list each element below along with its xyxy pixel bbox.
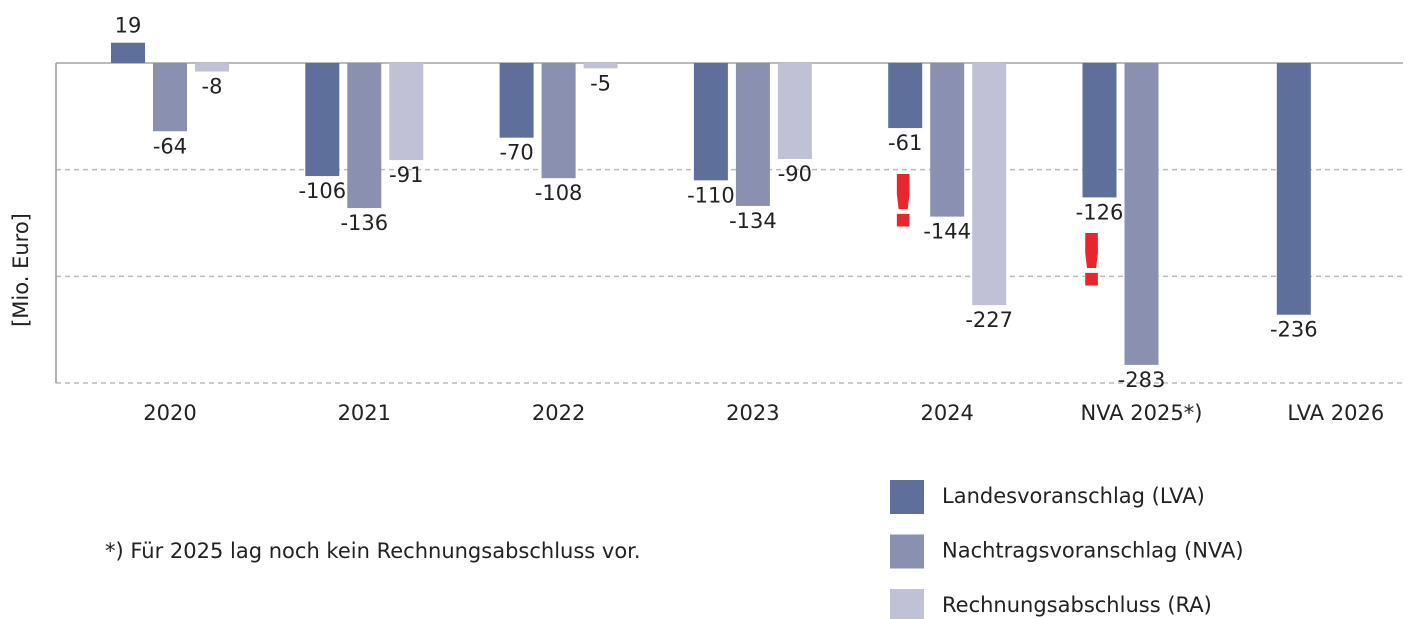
- data-label: -227: [965, 308, 1013, 332]
- bar: [930, 63, 965, 217]
- x-tick-label: 2024: [920, 401, 973, 425]
- legend-label: Rechnungsabschluss (RA): [942, 593, 1212, 617]
- x-tick-label: NVA 2025*): [1081, 401, 1203, 425]
- annotation: !: [1075, 219, 1108, 303]
- annotation: !: [887, 160, 920, 244]
- data-label: -70: [499, 141, 533, 165]
- bar: [153, 63, 187, 132]
- legend-swatch: [890, 480, 924, 514]
- bar: [499, 63, 534, 138]
- data-label: -64: [153, 134, 187, 158]
- data-label: 19: [115, 14, 142, 38]
- bar: [888, 63, 923, 129]
- bar: [541, 63, 576, 179]
- data-label: -136: [340, 211, 388, 235]
- legend-swatch: [890, 534, 924, 569]
- data-label: -134: [729, 209, 777, 233]
- data-label: -91: [389, 163, 423, 187]
- x-tick-label: 2021: [338, 401, 391, 425]
- footnote: *) Für 2025 lag noch kein Rechnungsabsch…: [105, 539, 641, 563]
- y-axis-label: [Mio. Euro]: [9, 213, 33, 327]
- data-label: -126: [1076, 200, 1124, 224]
- legend-label: Landesvoranschlag (LVA): [942, 484, 1205, 508]
- data-label: -108: [535, 181, 583, 205]
- bar: [389, 63, 424, 161]
- bar: [347, 63, 382, 209]
- x-tick-label: 2022: [532, 401, 585, 425]
- bar: [1082, 63, 1117, 198]
- data-label: -5: [590, 71, 611, 95]
- bar: [1276, 63, 1311, 315]
- legend-label: Nachtragsvoranschlag (NVA): [942, 539, 1244, 563]
- x-tick-label: 2020: [143, 401, 196, 425]
- bar: [305, 63, 340, 177]
- bar: [583, 63, 618, 69]
- data-label: -236: [1270, 318, 1318, 342]
- data-label: -106: [298, 179, 346, 203]
- data-label: -283: [1118, 368, 1166, 392]
- bar: [1124, 63, 1159, 365]
- bar: [693, 63, 728, 181]
- data-label: -144: [923, 220, 971, 244]
- legend-swatch: [890, 589, 924, 619]
- bar: [195, 63, 229, 72]
- bar: [777, 63, 812, 159]
- x-tick-label: LVA 2026: [1287, 401, 1384, 425]
- data-label: -90: [778, 162, 812, 186]
- data-label: -61: [888, 131, 922, 155]
- data-label: -110: [687, 183, 735, 207]
- bar: [111, 42, 145, 63]
- bar: [735, 63, 770, 206]
- x-tick-label: 2023: [726, 401, 779, 425]
- data-label: -8: [202, 75, 223, 99]
- bar: [972, 63, 1007, 306]
